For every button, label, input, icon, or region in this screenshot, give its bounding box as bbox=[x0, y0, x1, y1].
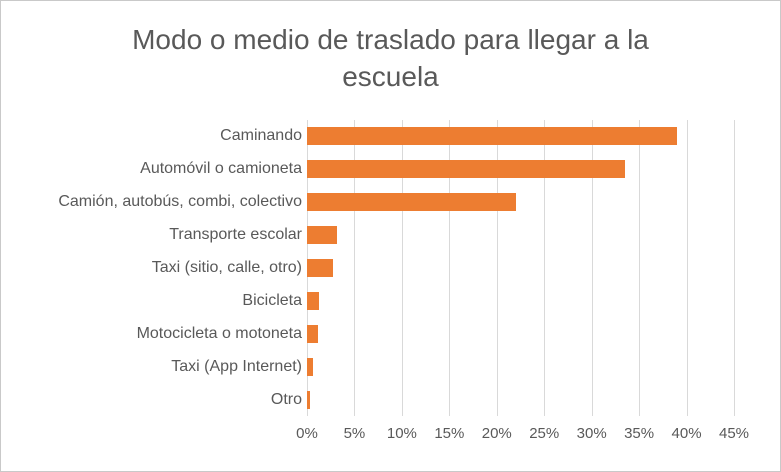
chart-title: Modo o medio de traslado para llegar a l… bbox=[132, 24, 649, 92]
x-axis-tick-label: 30% bbox=[576, 425, 607, 442]
x-axis-tick-label: 0% bbox=[296, 425, 318, 442]
bar bbox=[307, 390, 310, 409]
category-label: Bicicleta bbox=[242, 291, 302, 309]
gridline bbox=[544, 120, 546, 416]
category-label: Transporte escolar bbox=[169, 226, 302, 244]
x-axis-tick-label: 5% bbox=[343, 425, 366, 442]
x-axis-tick-label: 20% bbox=[481, 425, 512, 442]
category-label: Taxi (sitio, calle, otro) bbox=[151, 258, 302, 276]
category-label: Caminando bbox=[220, 127, 302, 145]
x-axis-tick-label: 45% bbox=[718, 425, 750, 442]
bar bbox=[307, 324, 319, 343]
category-label: Taxi (App Internet) bbox=[171, 357, 302, 375]
gridline bbox=[639, 120, 641, 416]
gridline bbox=[449, 120, 451, 416]
x-axis-tick-label: 10% bbox=[386, 425, 417, 442]
category-labels-column: Caminando Automóvil o camioneta Camión, au… bbox=[1, 120, 304, 416]
bar bbox=[307, 193, 516, 212]
plot-area bbox=[307, 120, 735, 416]
bar bbox=[307, 127, 678, 146]
bar bbox=[307, 160, 625, 179]
gridline bbox=[401, 120, 403, 416]
bar bbox=[307, 291, 320, 310]
x-axis-tick-label: 35% bbox=[624, 425, 655, 442]
gridline bbox=[591, 120, 593, 416]
x-axis-tick-label: 15% bbox=[434, 425, 465, 442]
category-label: Automóvil o camioneta bbox=[140, 160, 302, 178]
x-axis-tick-label: 40% bbox=[671, 425, 702, 442]
x-axis: 0% 5% 10% 15% 20% 25% 30% 35% 40% 45% bbox=[296, 425, 749, 445]
gridline bbox=[734, 120, 735, 416]
gridline bbox=[354, 120, 356, 416]
gridline bbox=[496, 120, 498, 416]
category-label: Motocicleta o motoneta bbox=[136, 324, 302, 342]
category-label: Otro bbox=[270, 390, 302, 408]
bar bbox=[307, 259, 333, 277]
gridline bbox=[686, 120, 688, 416]
x-axis-tick-label: 25% bbox=[529, 425, 560, 442]
bar bbox=[307, 226, 338, 245]
category-label: Camión, autobús, combi, colectivo bbox=[58, 193, 302, 211]
bar bbox=[307, 357, 313, 376]
